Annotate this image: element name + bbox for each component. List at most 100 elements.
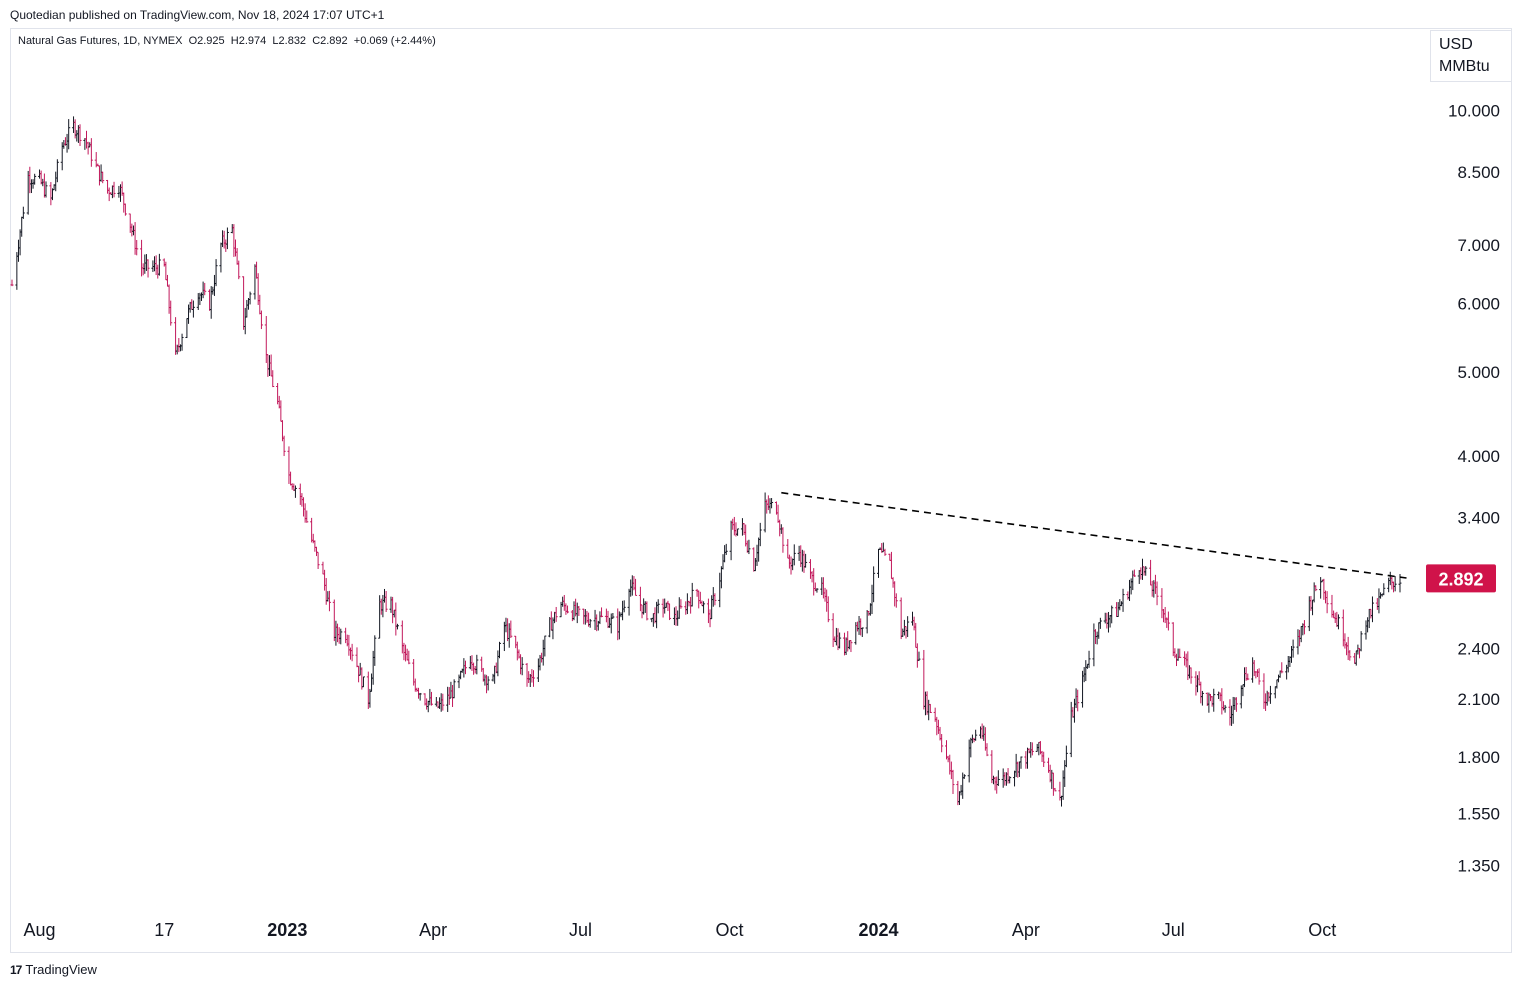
- ohlc-bar: [1155, 581, 1159, 606]
- ohlc-bar: [901, 628, 905, 637]
- ohlc-bar: [1312, 582, 1316, 603]
- ohlc-bar: [700, 600, 704, 607]
- ohlc-bar: [844, 637, 848, 655]
- ohlc-bar: [314, 546, 318, 557]
- ohlc-bar: [452, 679, 456, 699]
- ohlc-bar: [804, 553, 808, 568]
- ohlc-bar: [672, 607, 676, 626]
- ohlc-bar: [180, 333, 184, 351]
- ohlc-bar: [1379, 592, 1383, 599]
- time-tick-label: Apr: [419, 920, 447, 940]
- ohlc-bar: [42, 173, 46, 198]
- ohlc-bar: [1042, 751, 1046, 767]
- ohlc-bar: [781, 527, 785, 553]
- ohlc-bar: [97, 165, 101, 186]
- last-price-marker: 2.892: [1426, 564, 1496, 593]
- ohlc-bar: [812, 568, 816, 596]
- ohlc-bar: [1387, 577, 1391, 593]
- ohlc-bar: [1092, 623, 1096, 667]
- ohlc-bar: [1369, 608, 1373, 619]
- ohlc-bar: [536, 658, 540, 683]
- ohlc-bar: [1131, 570, 1135, 591]
- ohlc-bar: [617, 611, 621, 640]
- currency-unit-selector[interactable]: USD MMBtu: [1430, 30, 1512, 82]
- ohlc-bar: [815, 588, 819, 593]
- ohlc-bar: [711, 587, 715, 607]
- ohlc-bar: [345, 634, 349, 647]
- ohlc-bar: [29, 179, 33, 194]
- time-tick-label: 2023: [267, 920, 307, 940]
- symbol-legend[interactable]: Natural Gas Futures, 1D, NYMEX O2.925 H2…: [18, 35, 436, 47]
- ohlc-bar: [209, 286, 213, 319]
- ohlc-bar: [583, 609, 587, 625]
- ohlc-bar: [917, 651, 921, 662]
- ohlc-bar: [357, 665, 361, 683]
- ohlc-bar: [1382, 583, 1386, 596]
- ohlc-bar: [826, 596, 830, 623]
- ohlc-bar: [677, 597, 681, 619]
- ohlc-bar: [1289, 646, 1293, 663]
- ohlc-bar: [400, 620, 404, 654]
- ohlc-bar: [588, 618, 592, 628]
- ohlc-bar: [566, 605, 570, 614]
- ohlc-bar: [1257, 668, 1261, 685]
- ohlc-bar: [770, 498, 774, 509]
- legend-change: +0.069 (+2.44%): [353, 35, 436, 47]
- ohlc-bar: [1275, 679, 1279, 689]
- ohlc-bar: [967, 739, 971, 783]
- trendline[interactable]: [781, 491, 1412, 580]
- ohlc-bar: [1025, 747, 1029, 769]
- publisher-caption: Quotedian published on TradingView.com, …: [10, 8, 385, 22]
- ohlc-bar: [791, 558, 795, 571]
- ohlc-bar: [169, 300, 173, 326]
- ohlc-bar: [855, 621, 859, 632]
- ohlc-bar: [141, 263, 145, 276]
- ohlc-bar: [321, 561, 325, 575]
- ohlc-bar: [303, 503, 307, 523]
- ohlc-bar: [1051, 772, 1055, 796]
- ohlc-bar: [73, 119, 77, 139]
- ohlc-bar: [395, 623, 399, 630]
- ohlc-bar: [1220, 688, 1224, 715]
- ohlc-bar: [718, 572, 722, 608]
- ohlc-bar: [405, 648, 409, 661]
- ohlc-bar: [1325, 591, 1329, 614]
- ohlc-bar: [1207, 692, 1211, 713]
- ohlc-bar: [1129, 578, 1133, 595]
- ohlc-bar: [914, 622, 918, 648]
- ohlc-bar: [768, 498, 772, 514]
- ohlc-bar: [765, 499, 769, 514]
- ohlc-bar: [371, 650, 375, 685]
- legend-low: L2.832: [272, 35, 307, 47]
- ohlc-bar: [496, 650, 500, 677]
- ohlc-bar: [480, 656, 484, 672]
- tradingview-logo[interactable]: 17 TradingView: [10, 962, 97, 977]
- ohlc-bar: [28, 166, 32, 194]
- ohlc-bar: [221, 230, 225, 248]
- ohlc-bar: [350, 643, 354, 662]
- ohlc-bar: [1212, 688, 1216, 712]
- ohlc-bar: [33, 173, 37, 185]
- ohlc-bar: [713, 593, 717, 606]
- ohlc-bar: [948, 754, 952, 775]
- ohlc-bar: [651, 613, 655, 627]
- time-tick-label: Apr: [1012, 920, 1040, 940]
- ohlc-bar: [230, 224, 234, 234]
- legend-symbol: Natural Gas Futures, 1D, NYMEX: [18, 35, 183, 47]
- ohlc-bar: [140, 239, 144, 277]
- ohlc-bar: [493, 665, 497, 684]
- ohlc-bar: [846, 631, 850, 652]
- ohlc-bar: [823, 587, 827, 602]
- ohlc-bar: [927, 699, 931, 721]
- ohlc-bar: [332, 599, 336, 642]
- ohlc-bar: [235, 248, 239, 265]
- ohlc-bar: [1126, 591, 1130, 600]
- ohlc-bar: [404, 644, 408, 662]
- ohlc-bar: [327, 590, 331, 612]
- ohlc-bar: [447, 687, 451, 705]
- ohlc-bar: [600, 607, 604, 618]
- ohlc-bar: [1030, 742, 1034, 756]
- ohlc-bar: [1223, 704, 1227, 713]
- ohlc-bar: [1336, 614, 1340, 630]
